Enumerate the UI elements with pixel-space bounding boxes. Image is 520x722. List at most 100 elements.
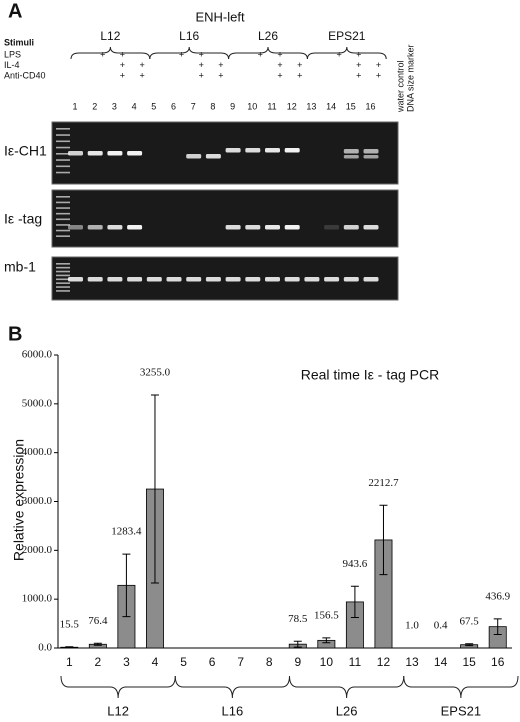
- y-tick-label: 2000.0: [22, 544, 53, 556]
- marker-band: [56, 274, 70, 277]
- marker-band: [56, 290, 70, 292]
- stimulus-plus: +: [356, 70, 361, 80]
- gel-band: [324, 277, 340, 282]
- value-label: 67.5: [460, 615, 480, 627]
- value-label: 1283.4: [111, 526, 142, 538]
- value-label: 3255.0: [140, 367, 171, 379]
- marker-band: [56, 146, 70, 149]
- stimulus-plus: +: [277, 60, 282, 70]
- lane-number: 16: [365, 101, 375, 111]
- gel-band: [245, 225, 261, 230]
- marker-band: [56, 266, 70, 269]
- error-bar: [93, 642, 102, 646]
- y-tick-label: 6000.0: [22, 349, 53, 361]
- lane-number: 9: [230, 101, 235, 111]
- marker-band: [56, 153, 70, 155]
- y-tick-label: 5000.0: [22, 397, 53, 409]
- lane-number: 14: [326, 101, 336, 111]
- group-brace: [306, 46, 387, 60]
- chart-title: Real time Iε - tag PCR: [301, 367, 440, 383]
- stimulus-label: IL-4: [4, 60, 20, 70]
- gel-band: [87, 151, 103, 156]
- stimulus-plus: +: [139, 60, 144, 70]
- error-bar: [493, 618, 502, 635]
- marker-band: [56, 224, 70, 226]
- group-brace: [174, 675, 290, 699]
- gel-band: [87, 277, 103, 282]
- group-brace: [60, 675, 176, 699]
- marker-band: [56, 270, 70, 273]
- gel-band: [245, 277, 261, 282]
- stimulus-plus: +: [277, 49, 282, 59]
- stimulus-plus: +: [120, 49, 125, 59]
- gel-band: [225, 148, 241, 153]
- lane-number: 5: [151, 101, 156, 111]
- marker-band: [56, 140, 70, 143]
- gel-band: [127, 277, 143, 282]
- gel-band: [265, 148, 280, 153]
- y-axis-label: Relative expression: [11, 439, 27, 561]
- lane-number: 11: [267, 101, 276, 111]
- gel-band: [225, 225, 241, 230]
- gel-label: mb-1: [4, 259, 36, 275]
- group-label: L16: [179, 29, 199, 43]
- gel-band: [343, 277, 359, 282]
- marker-band: [56, 201, 70, 204]
- panel-label: A: [8, 0, 22, 22]
- marker-band: [56, 278, 70, 281]
- lane-number: 4: [132, 101, 137, 111]
- gel-band: [127, 151, 143, 156]
- gel-band: [265, 277, 280, 282]
- group-brace: [403, 675, 519, 699]
- error-bar: [350, 585, 359, 619]
- gel-band: [284, 277, 300, 282]
- gel-band: [304, 277, 320, 282]
- gel-band: [363, 155, 379, 159]
- marker-band: [56, 282, 70, 284]
- stimuli-title: Stimuli: [4, 37, 34, 47]
- gel-band: [68, 151, 83, 156]
- value-label: 78.5: [288, 613, 308, 625]
- value-label: 436.9: [485, 590, 510, 602]
- stimulus-plus: +: [376, 60, 381, 70]
- y-tick-label: 4000.0: [22, 446, 53, 458]
- marker-band: [56, 171, 70, 174]
- y-tick-label: 0.0: [38, 642, 52, 654]
- gel-band: [186, 277, 202, 282]
- x-tick-label: 1: [66, 655, 73, 669]
- stimulus-label: LPS: [4, 49, 21, 59]
- error-bar: [322, 637, 331, 644]
- stimulus-plus: +: [120, 70, 125, 80]
- marker-band: [56, 207, 70, 209]
- gel-band: [245, 148, 261, 153]
- gel-band: [146, 277, 162, 282]
- gel: [51, 189, 399, 248]
- lane-number: 12: [287, 101, 297, 111]
- error-bar: [150, 394, 159, 584]
- gel-band: [87, 225, 103, 230]
- stimulus-label: Anti-CD40: [4, 70, 46, 80]
- stimulus-plus: +: [297, 70, 302, 80]
- stimulus-plus: +: [120, 60, 125, 70]
- group-label: EPS21: [328, 29, 366, 43]
- stimulus-plus: +: [277, 70, 282, 80]
- control-label: water control: [395, 60, 405, 113]
- value-label: 156.5: [314, 609, 339, 621]
- stimulus-plus: +: [199, 70, 204, 80]
- x-tick-label: 10: [320, 655, 334, 669]
- x-tick-label: 15: [462, 655, 476, 669]
- panel-title: ENH-left: [195, 9, 245, 24]
- stimulus-plus: +: [356, 60, 361, 70]
- x-tick-label: 14: [434, 655, 448, 669]
- lane-number: 7: [191, 101, 196, 111]
- group-label: L12: [107, 703, 129, 718]
- value-label: 0.4: [434, 620, 448, 632]
- x-tick-label: 2: [95, 655, 102, 669]
- group-label: L26: [258, 29, 278, 43]
- gel-band: [205, 277, 221, 282]
- x-tick-label: 4: [152, 655, 159, 669]
- gel-band: [324, 225, 340, 230]
- error-bar: [379, 504, 388, 576]
- error-bar: [465, 643, 474, 647]
- stimulus-plus: +: [258, 49, 263, 59]
